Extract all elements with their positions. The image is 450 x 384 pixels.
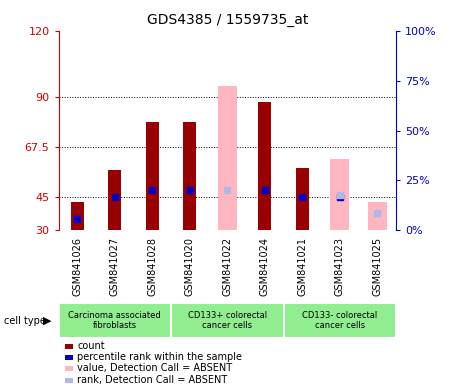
Bar — [65, 378, 73, 382]
Bar — [218, 86, 237, 230]
Text: GSM841022: GSM841022 — [222, 237, 232, 296]
Bar — [258, 102, 271, 230]
Text: value, Detection Call = ABSENT: value, Detection Call = ABSENT — [77, 363, 233, 373]
Text: cell type: cell type — [4, 316, 46, 326]
Text: ▶: ▶ — [43, 316, 51, 326]
Text: GSM841028: GSM841028 — [147, 237, 157, 296]
Bar — [368, 202, 387, 230]
Text: CD133- colorectal
cancer cells: CD133- colorectal cancer cells — [302, 311, 378, 330]
Bar — [330, 159, 349, 230]
Text: rank, Detection Call = ABSENT: rank, Detection Call = ABSENT — [77, 375, 228, 384]
Bar — [183, 122, 196, 230]
Bar — [284, 303, 396, 338]
Text: Carcinoma associated
fibroblasts: Carcinoma associated fibroblasts — [68, 311, 161, 330]
Text: GSM841020: GSM841020 — [185, 237, 195, 296]
Text: GSM841024: GSM841024 — [260, 237, 270, 296]
Text: GSM841023: GSM841023 — [335, 237, 345, 296]
Text: CD133+ colorectal
cancer cells: CD133+ colorectal cancer cells — [188, 311, 267, 330]
Text: GSM841027: GSM841027 — [110, 237, 120, 296]
Bar — [65, 366, 73, 371]
Bar — [65, 344, 73, 349]
Bar — [296, 168, 309, 230]
Bar — [58, 303, 171, 338]
Bar — [171, 303, 284, 338]
Text: count: count — [77, 341, 105, 351]
Title: GDS4385 / 1559735_at: GDS4385 / 1559735_at — [147, 13, 308, 27]
Text: GSM841025: GSM841025 — [372, 237, 382, 296]
Bar — [146, 122, 159, 230]
Bar — [108, 170, 122, 230]
Text: GSM841021: GSM841021 — [297, 237, 307, 296]
Text: percentile rank within the sample: percentile rank within the sample — [77, 352, 243, 362]
Text: GSM841026: GSM841026 — [72, 237, 82, 296]
Bar — [71, 202, 84, 230]
Bar — [65, 355, 73, 359]
